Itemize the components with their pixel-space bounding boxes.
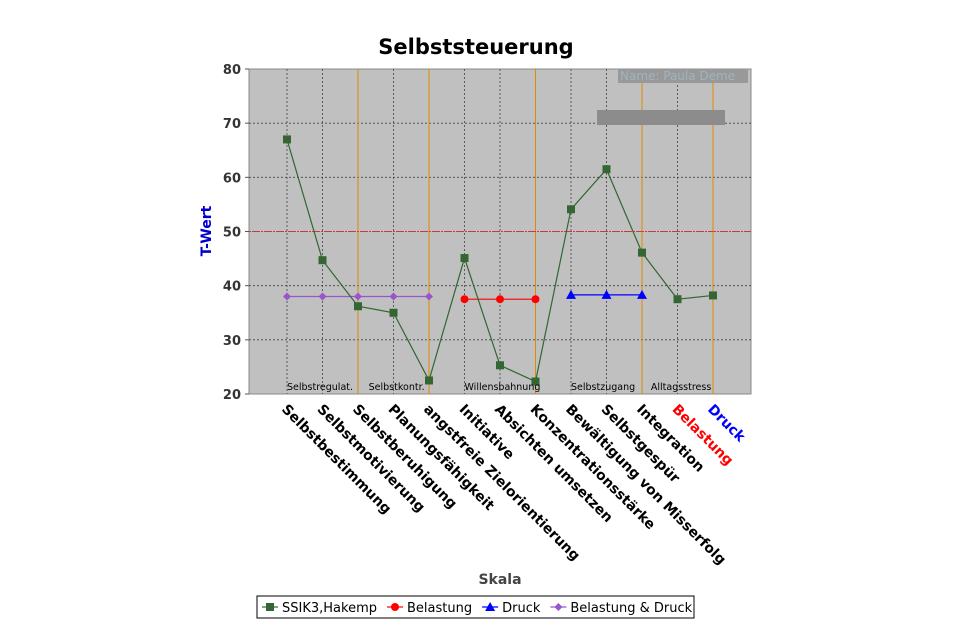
legend-item: SSIK3,Hakemp bbox=[262, 601, 377, 616]
data-point bbox=[601, 289, 612, 299]
data-point bbox=[637, 289, 647, 299]
data-point bbox=[496, 295, 504, 304]
data-point bbox=[673, 295, 682, 304]
group-labels: Selbstregulat. Selbstkontr. Willensbahnung… bbox=[287, 382, 711, 393]
legend-item: Belastung bbox=[387, 601, 472, 616]
y-tick-label: 40 bbox=[223, 280, 241, 295]
y-tick-label: 60 bbox=[223, 171, 241, 186]
series-belastung bbox=[460, 295, 540, 304]
data-point bbox=[266, 603, 274, 611]
data-point bbox=[531, 295, 540, 304]
data-point bbox=[318, 256, 327, 265]
data-point bbox=[566, 289, 576, 299]
legend-item: Belastung & Druck bbox=[550, 601, 693, 616]
y-axis-title: T-Wert bbox=[199, 205, 215, 256]
name-box: Name: Paula Deme bbox=[597, 69, 748, 125]
data-point bbox=[709, 291, 717, 300]
series-druck bbox=[566, 289, 647, 299]
legend: SSIK3,Hakemp Belastung Druck Belastung & Dr… bbox=[256, 595, 695, 619]
y-tick-label: 80 bbox=[223, 63, 241, 78]
data-point bbox=[389, 308, 398, 317]
legend-label: SSIK3,Hakemp bbox=[282, 601, 377, 616]
data-point bbox=[425, 376, 433, 385]
group-label: Willensbahnung bbox=[465, 382, 541, 393]
x-axis-title: Skala bbox=[478, 572, 521, 588]
data-point bbox=[554, 603, 563, 611]
data-point bbox=[460, 295, 469, 304]
data-point bbox=[391, 603, 399, 611]
y-tick-label: 70 bbox=[223, 117, 241, 132]
data-point bbox=[485, 602, 496, 611]
series-ssik3-hakemp bbox=[283, 135, 717, 386]
data-point bbox=[354, 302, 362, 311]
name-box-bg bbox=[618, 69, 748, 83]
x-axis-categories: SelbstbestimmungSelbstmotivierungSelbstb… bbox=[278, 402, 748, 569]
data-point bbox=[460, 254, 469, 263]
redaction-box bbox=[597, 110, 725, 125]
y-tick-label: 20 bbox=[223, 388, 241, 403]
data-point bbox=[567, 205, 575, 214]
data-point bbox=[283, 135, 291, 144]
group-label: Selbstkontr. bbox=[369, 382, 425, 393]
legend-label: Druck bbox=[502, 601, 541, 616]
data-point bbox=[389, 292, 398, 301]
chart-title: Selbststeuerung bbox=[378, 35, 573, 59]
data-point bbox=[425, 292, 433, 301]
series-layer bbox=[283, 135, 717, 386]
data-point bbox=[283, 292, 291, 301]
y-tick-label: 50 bbox=[223, 226, 241, 241]
name-label: Name: Paula Deme bbox=[620, 69, 735, 83]
data-point bbox=[496, 361, 504, 370]
series-belastung-druck bbox=[283, 292, 433, 301]
legend-box bbox=[256, 595, 695, 619]
legend-label: Belastung bbox=[407, 601, 472, 616]
y-tick-label: 30 bbox=[223, 334, 241, 349]
legend-item: Druck bbox=[482, 601, 541, 616]
y-axis-ticks: 20 30 40 50 60 70 80 bbox=[223, 63, 249, 403]
data-point bbox=[531, 377, 540, 386]
data-point bbox=[354, 292, 362, 301]
data-point bbox=[318, 292, 327, 301]
group-label: Selbstregulat. bbox=[287, 382, 353, 393]
group-label: Alltagsstress bbox=[651, 382, 711, 393]
legend-label: Belastung & Druck bbox=[570, 601, 692, 616]
data-point bbox=[638, 248, 646, 257]
group-label: Selbstzugang bbox=[571, 382, 635, 393]
data-point bbox=[602, 165, 611, 174]
